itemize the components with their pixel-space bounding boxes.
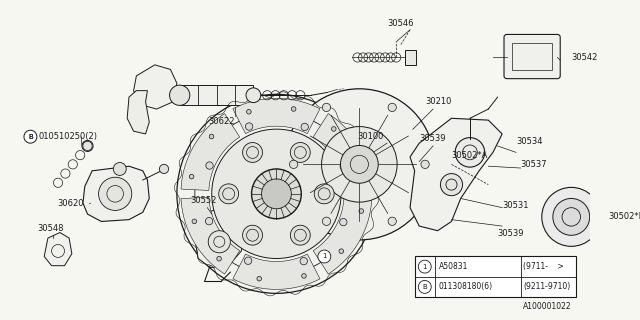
Text: (9211-9710): (9211-9710): [524, 282, 571, 292]
Text: 30537: 30537: [520, 160, 547, 169]
Circle shape: [177, 94, 376, 293]
Text: 30546: 30546: [387, 19, 413, 28]
Text: (9711-    >: (9711- >: [524, 262, 564, 271]
Circle shape: [257, 276, 262, 281]
Circle shape: [323, 217, 331, 225]
Text: 30622: 30622: [208, 117, 235, 126]
Text: 010510250(2): 010510250(2): [38, 132, 98, 141]
Text: 30502*A: 30502*A: [451, 151, 488, 160]
Text: 30542: 30542: [572, 53, 598, 62]
Polygon shape: [134, 65, 177, 109]
Text: 011308180(6): 011308180(6): [438, 282, 493, 292]
Circle shape: [542, 188, 601, 246]
Circle shape: [24, 130, 37, 143]
Polygon shape: [410, 118, 502, 231]
Circle shape: [159, 164, 168, 173]
Text: B: B: [28, 134, 33, 140]
Circle shape: [217, 256, 221, 261]
Circle shape: [113, 163, 126, 175]
Circle shape: [206, 162, 213, 169]
Bar: [180, 85, 253, 105]
Circle shape: [192, 219, 196, 224]
Circle shape: [244, 257, 252, 264]
Text: 30620: 30620: [57, 198, 84, 208]
Circle shape: [440, 173, 463, 196]
Circle shape: [289, 160, 298, 169]
Text: B: B: [28, 134, 33, 140]
Circle shape: [321, 127, 397, 202]
Circle shape: [209, 134, 214, 139]
Text: 30502*B: 30502*B: [608, 212, 640, 221]
Circle shape: [205, 218, 212, 225]
Circle shape: [208, 231, 230, 253]
Circle shape: [421, 160, 429, 169]
Text: B: B: [422, 284, 427, 290]
Polygon shape: [181, 114, 240, 190]
Circle shape: [553, 198, 589, 235]
Circle shape: [332, 127, 336, 131]
Circle shape: [356, 164, 361, 169]
Text: 1: 1: [322, 253, 326, 260]
Text: 30548: 30548: [37, 224, 63, 233]
Text: A100001022: A100001022: [523, 302, 572, 311]
Circle shape: [419, 280, 431, 293]
Polygon shape: [127, 91, 149, 134]
Circle shape: [318, 250, 331, 263]
Circle shape: [359, 209, 364, 213]
Text: 1: 1: [422, 264, 427, 270]
Circle shape: [301, 123, 308, 131]
Text: 30210: 30210: [426, 97, 452, 106]
Circle shape: [219, 184, 239, 204]
Circle shape: [388, 217, 396, 225]
Circle shape: [300, 258, 307, 265]
Circle shape: [245, 123, 253, 130]
Circle shape: [301, 274, 307, 278]
Circle shape: [246, 88, 260, 103]
Polygon shape: [195, 208, 244, 268]
Circle shape: [82, 140, 93, 151]
Circle shape: [243, 142, 262, 163]
Circle shape: [284, 89, 435, 240]
FancyBboxPatch shape: [504, 35, 560, 79]
Circle shape: [291, 142, 310, 163]
Circle shape: [252, 169, 301, 219]
Text: 30552: 30552: [191, 196, 217, 205]
Circle shape: [99, 177, 132, 211]
Circle shape: [314, 184, 334, 204]
Circle shape: [340, 146, 378, 183]
Circle shape: [388, 103, 396, 112]
Circle shape: [455, 138, 484, 167]
Text: A50831: A50831: [438, 262, 468, 271]
Polygon shape: [44, 233, 72, 266]
Circle shape: [246, 109, 251, 114]
Circle shape: [212, 129, 341, 259]
Circle shape: [340, 163, 348, 170]
Circle shape: [262, 179, 291, 209]
Bar: [512, 43, 552, 70]
Polygon shape: [181, 197, 240, 274]
Text: 30539: 30539: [419, 134, 445, 143]
Circle shape: [243, 225, 262, 245]
Circle shape: [339, 249, 344, 253]
Circle shape: [291, 225, 310, 245]
Bar: [415, 257, 576, 297]
Polygon shape: [83, 166, 149, 221]
Polygon shape: [405, 50, 417, 65]
Circle shape: [323, 103, 331, 112]
Text: 30100: 30100: [358, 132, 384, 141]
Polygon shape: [233, 98, 320, 134]
Text: 30534: 30534: [516, 137, 543, 146]
Polygon shape: [313, 197, 372, 274]
Circle shape: [340, 219, 347, 226]
Text: 30539: 30539: [497, 229, 524, 238]
Circle shape: [419, 260, 431, 273]
Circle shape: [291, 107, 296, 111]
Circle shape: [189, 174, 194, 179]
Circle shape: [170, 85, 190, 105]
Text: 30531: 30531: [502, 201, 529, 210]
Polygon shape: [233, 254, 320, 289]
Polygon shape: [313, 114, 372, 190]
